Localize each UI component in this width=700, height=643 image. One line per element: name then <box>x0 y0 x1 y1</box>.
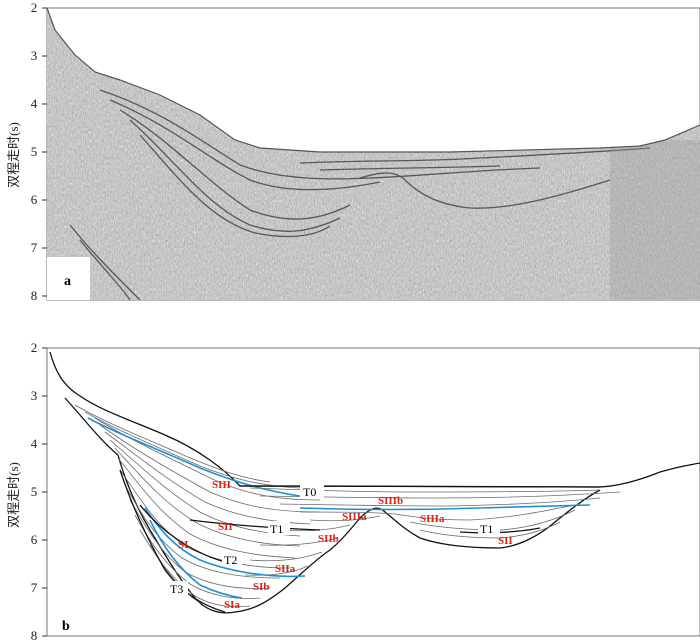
horizon-t1-left <box>189 519 321 531</box>
panel-b-label: b <box>62 619 70 634</box>
label-t1-right: T1 <box>480 522 493 536</box>
unit-siiia-right: SIIIa <box>420 513 445 525</box>
tick-a-7: 7 <box>31 240 38 255</box>
blue-horizons <box>87 417 591 599</box>
unit-siii: SIII <box>212 479 231 491</box>
panel-a: a <box>46 7 700 301</box>
unit-siiib: SIIIb <box>378 495 403 507</box>
horizon-t2 <box>139 504 226 563</box>
y-axis-label-top: 双程走时(s) <box>6 122 21 188</box>
label-t3: T3 <box>170 582 183 596</box>
panel-a-label-box <box>47 257 90 300</box>
unit-labels: SIII SIIIb SIIIa SIIIa SII SIIb SII SI S… <box>178 479 513 611</box>
tick-a-4: 4 <box>31 96 38 111</box>
panel-b: T0 T1 T1 T2 T3 SIII SIIIb SIIIa SIIIa SI… <box>46 347 700 637</box>
blue-horizon-lower <box>149 519 243 599</box>
unit-sii-left: SII <box>218 521 233 533</box>
horizon-labels: T0 T1 T1 T2 T3 <box>168 484 500 596</box>
tick-b-3: 3 <box>31 388 38 403</box>
tick-b-6: 6 <box>31 532 38 547</box>
tick-b-7: 7 <box>31 580 38 595</box>
tick-a-5: 5 <box>31 144 38 159</box>
unit-sii-right: SII <box>498 535 513 547</box>
blue-horizon-upper <box>87 417 301 497</box>
unit-siiia-left: SIIIa <box>342 511 367 523</box>
tick-b-2: 2 <box>31 340 38 355</box>
tick-a-3: 3 <box>31 48 38 63</box>
panel-a-y-ticks: 2 3 4 5 6 7 8 <box>31 0 47 303</box>
horizon-t1-right <box>459 527 541 534</box>
unit-sia: SIa <box>224 599 240 611</box>
y-axis-label-bottom: 双程走时(s) <box>6 462 21 528</box>
label-t1-left: T1 <box>270 522 283 536</box>
tick-b-4: 4 <box>31 436 38 451</box>
panel-b-y-ticks: 2 3 4 5 6 7 8 <box>31 340 47 643</box>
tick-a-2: 2 <box>31 0 38 15</box>
tick-b-8: 8 <box>31 628 38 643</box>
unit-siib: SIIb <box>318 533 339 545</box>
seafloor-reflector <box>46 7 700 153</box>
tick-b-5: 5 <box>31 484 38 499</box>
label-t2: T2 <box>224 553 237 567</box>
tick-a-6: 6 <box>31 192 38 207</box>
unit-si: SI <box>178 539 188 551</box>
blue-horizon-mid <box>144 507 306 578</box>
label-t0: T0 <box>303 485 316 499</box>
horizon-t3 <box>119 469 226 613</box>
unit-sib: SIb <box>253 581 270 593</box>
basement-outline <box>64 397 601 614</box>
unit-siia: SIIa <box>275 563 296 575</box>
blue-horizon-siiib <box>299 504 591 511</box>
panel-a-label: a <box>64 274 71 289</box>
tick-a-8: 8 <box>31 288 38 303</box>
